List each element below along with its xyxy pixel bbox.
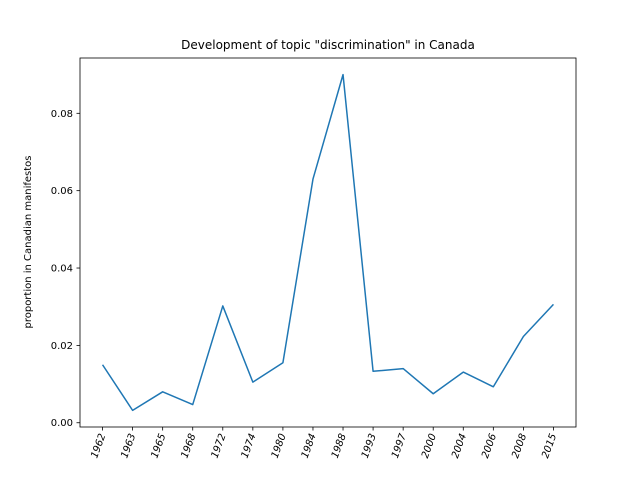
y-axis-ticks: 0.00 0.02 0.04 0.06 0.08: [51, 109, 80, 429]
chart-title: Development of topic "discrimination" in…: [181, 38, 475, 52]
y-tick-label: 0.04: [51, 264, 73, 275]
y-axis-label: proportion in Canadian manifestos: [23, 155, 34, 328]
y-tick-label: 0.08: [51, 109, 73, 120]
series-line-0: [101, 73, 554, 412]
y-tick-label: 0.02: [51, 341, 73, 352]
series-layer: [101, 73, 554, 412]
y-tick-label: 0.00: [51, 418, 73, 429]
plot-frame: [79, 57, 577, 428]
y-tick-label: 0.06: [51, 186, 73, 197]
